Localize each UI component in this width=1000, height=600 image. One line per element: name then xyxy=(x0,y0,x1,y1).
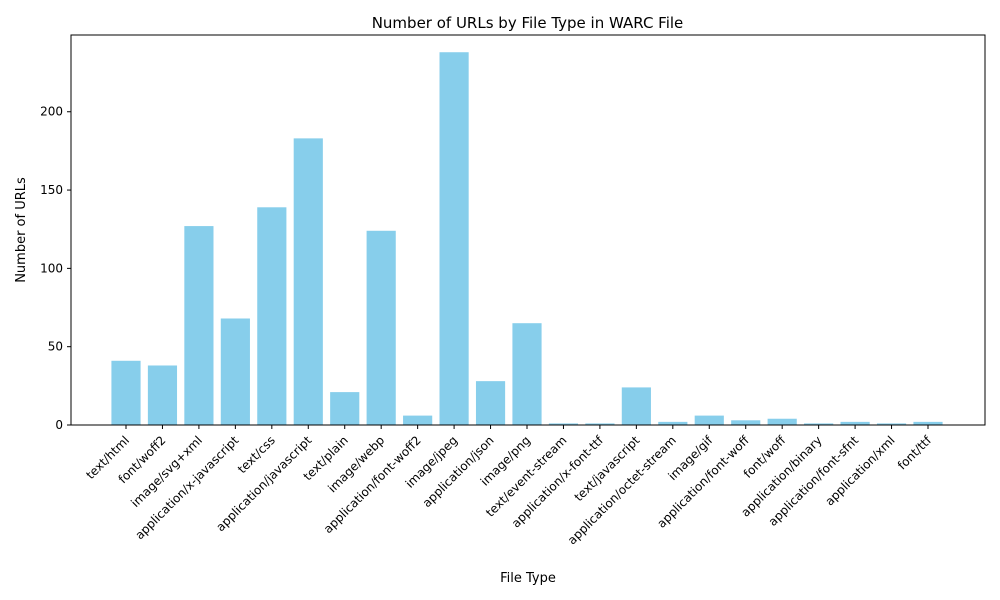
bar xyxy=(147,365,178,425)
bar xyxy=(184,226,214,425)
y-tick-label: 0 xyxy=(55,418,63,432)
y-tick-label: 50 xyxy=(48,340,63,354)
bar xyxy=(621,387,651,425)
chart-title: Number of URLs by File Type in WARC File xyxy=(372,14,684,32)
bar xyxy=(585,423,615,425)
bar xyxy=(293,138,323,426)
bar xyxy=(876,423,907,425)
x-tick-label: font/ttf xyxy=(895,433,935,473)
bar xyxy=(366,230,396,425)
y-tick-label: 150 xyxy=(40,183,63,197)
x-tick-label: text/javascript xyxy=(572,433,643,504)
bar xyxy=(767,418,797,425)
bar xyxy=(257,207,287,425)
bar xyxy=(694,415,724,425)
bar xyxy=(403,415,433,425)
bars-group xyxy=(111,52,943,426)
x-tick-label: application/xml xyxy=(822,433,897,508)
bar xyxy=(731,420,761,425)
bar xyxy=(220,318,250,425)
bar xyxy=(111,360,141,425)
y-axis-label: Number of URLs xyxy=(14,177,29,283)
bar xyxy=(439,52,469,426)
bar xyxy=(548,423,579,425)
x-axis-ticks: text/htmlfont/woff2image/svg+xmlapplicat… xyxy=(83,425,935,547)
bar xyxy=(658,421,688,425)
y-axis-ticks: 0 50 100 150 200 xyxy=(40,105,71,432)
bar xyxy=(512,323,542,425)
bar xyxy=(804,423,834,425)
bar xyxy=(913,421,943,425)
y-tick-label: 200 xyxy=(40,105,63,119)
plot-frame xyxy=(70,34,986,426)
bar xyxy=(840,421,870,425)
bar xyxy=(330,392,360,425)
x-axis-label: File Type xyxy=(500,571,556,586)
bar xyxy=(475,381,506,425)
y-tick-label: 100 xyxy=(40,261,63,275)
